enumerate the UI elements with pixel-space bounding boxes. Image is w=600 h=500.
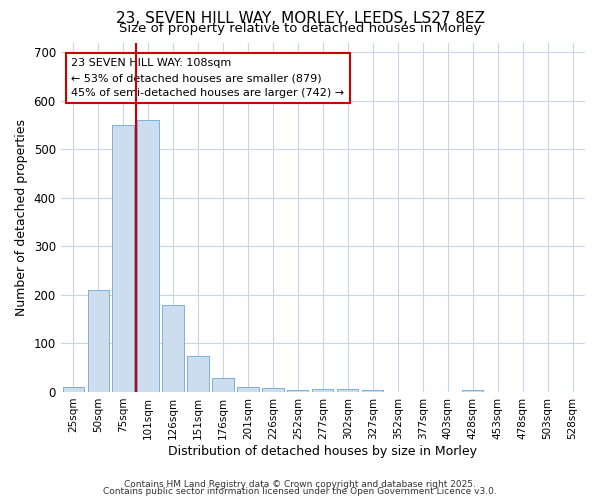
Bar bbox=[262, 388, 284, 392]
Bar bbox=[462, 390, 483, 392]
Bar bbox=[62, 387, 84, 392]
Text: 23 SEVEN HILL WAY: 108sqm
← 53% of detached houses are smaller (879)
45% of semi: 23 SEVEN HILL WAY: 108sqm ← 53% of detac… bbox=[71, 58, 344, 98]
Text: 23, SEVEN HILL WAY, MORLEY, LEEDS, LS27 8EZ: 23, SEVEN HILL WAY, MORLEY, LEEDS, LS27 … bbox=[115, 11, 485, 26]
Bar bbox=[163, 304, 184, 392]
Y-axis label: Number of detached properties: Number of detached properties bbox=[15, 118, 28, 316]
Bar bbox=[312, 388, 334, 392]
Text: Contains HM Land Registry data © Crown copyright and database right 2025.: Contains HM Land Registry data © Crown c… bbox=[124, 480, 476, 489]
Bar bbox=[88, 290, 109, 392]
Text: Size of property relative to detached houses in Morley: Size of property relative to detached ho… bbox=[119, 22, 481, 35]
Bar bbox=[238, 387, 259, 392]
Bar bbox=[112, 125, 134, 392]
Bar bbox=[362, 390, 383, 392]
Bar bbox=[287, 390, 308, 392]
X-axis label: Distribution of detached houses by size in Morley: Distribution of detached houses by size … bbox=[169, 444, 478, 458]
Bar bbox=[187, 356, 209, 392]
Bar bbox=[337, 388, 358, 392]
Bar bbox=[212, 378, 233, 392]
Text: Contains public sector information licensed under the Open Government Licence v3: Contains public sector information licen… bbox=[103, 488, 497, 496]
Bar bbox=[137, 120, 158, 392]
